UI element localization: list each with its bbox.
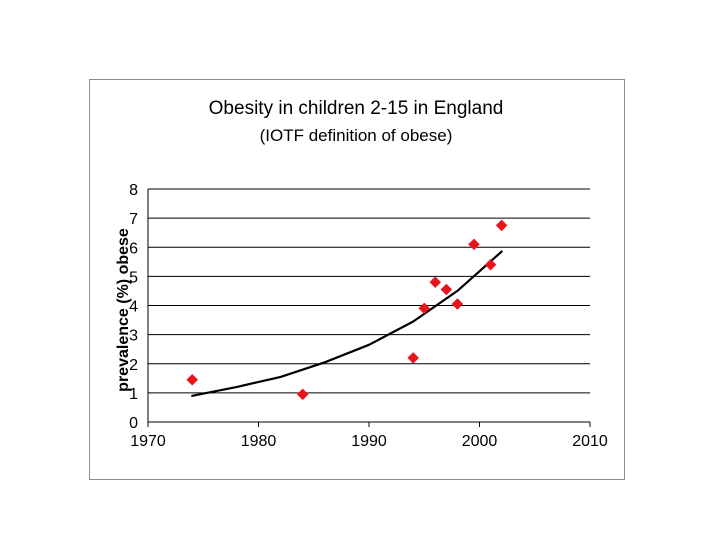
y-tick-label-7: 7 — [129, 211, 138, 228]
y-tick-label-4: 4 — [129, 299, 138, 316]
chart-title: Obesity in children 2-15 in England — [209, 98, 504, 119]
x-tick-label-2010: 2010 — [572, 433, 608, 450]
data-point-2 — [407, 352, 420, 364]
data-point-6 — [451, 298, 464, 310]
x-tick-label-2000: 2000 — [462, 433, 498, 450]
y-tick-label-0: 0 — [129, 415, 138, 432]
y-axis-label: prevalence (%) obese — [115, 228, 132, 392]
x-tick-label-1980: 1980 — [241, 433, 277, 450]
chart-subtitle: (IOTF definition of obese) — [260, 126, 453, 145]
y-tick-label-2: 2 — [129, 357, 138, 374]
y-tick-label-3: 3 — [129, 328, 138, 345]
y-tick-label-8: 8 — [129, 182, 138, 199]
data-point-7 — [468, 238, 480, 251]
y-tick-label-5: 5 — [129, 269, 138, 286]
y-tick-label-1: 1 — [129, 386, 138, 403]
x-tick-label-1970: 1970 — [130, 433, 166, 450]
data-point-3 — [418, 302, 431, 315]
y-tick-label-6: 6 — [129, 240, 138, 257]
data-point-4 — [429, 276, 442, 289]
x-tick-label-1990: 1990 — [351, 433, 387, 450]
data-point-8 — [484, 258, 497, 271]
trendline — [191, 250, 503, 397]
data-point-1 — [296, 388, 309, 401]
data-point-5 — [440, 283, 453, 296]
data-point-0 — [186, 373, 199, 386]
plot-area: 0 1 2 3 4 5 6 7 8 1970 1980 1990 2000 2010 — [129, 182, 608, 450]
data-point-9 — [495, 219, 508, 232]
chart-svg: Obesity in children 2-15 in England (IOT… — [115, 98, 608, 450]
chart-frame: Obesity in children 2-15 in England (IOT… — [89, 79, 625, 480]
